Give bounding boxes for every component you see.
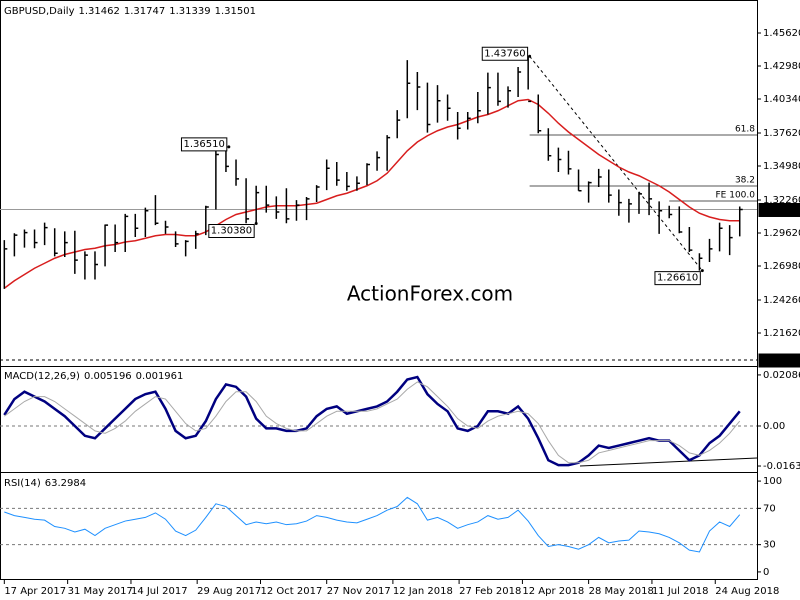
header-part: RSI(14) [4, 478, 41, 489]
y-tick-label: 1.32260 [763, 195, 800, 206]
x-tick-label: 28 May 2018 [589, 586, 654, 597]
y-tick-label: 0 [763, 567, 769, 578]
header-part: GBPUSD,Daily [4, 6, 75, 17]
plot-frame [0, 0, 758, 580]
annotation-label: 1.26610 [657, 273, 698, 284]
header-part: 0.001961 [136, 371, 184, 382]
annotation-label: 1.36510 [183, 139, 224, 150]
macd-trendline [579, 457, 758, 467]
panel-header: MACD(12,26,9) 0.005196 0.001961 [4, 371, 183, 382]
indicator-line [3, 375, 741, 467]
annotation-label-box [180, 137, 228, 152]
header-part: 63.2984 [45, 478, 86, 489]
header-part: 1.31501 [215, 6, 256, 17]
fib-label: 38.2 [735, 176, 755, 186]
current-price-label: 1.31501 [761, 204, 800, 215]
header-part: 1.31462 [79, 6, 120, 17]
level-label-box [758, 353, 800, 368]
panel-header: RSI(14) 63.2984 [4, 478, 86, 489]
panel-header: GBPUSD,Daily 1.31462 1.31747 1.31339 1.31501 [4, 6, 256, 17]
y-tick-label: 0.020861 [763, 370, 800, 381]
swing-trendline [529, 55, 703, 271]
y-tick-label: 1.42980 [763, 61, 800, 72]
fib-label: 61.8 [735, 125, 755, 135]
x-tick-label: 29 Aug 2017 [197, 586, 261, 597]
annotation-point [254, 222, 258, 225]
moving-average [3, 98, 740, 289]
y-tick-label: 1.26980 [763, 261, 800, 272]
current-price-label-box [758, 202, 800, 217]
x-tick-label: 31 May 2017 [68, 586, 133, 597]
x-tick-label: 24 Aug 2018 [715, 586, 779, 597]
indicator-line [4, 381, 741, 464]
y-tick-label: 1.21620 [763, 328, 800, 339]
annotation-label-box [208, 224, 255, 238]
y-tick-label: 1.34980 [763, 161, 800, 172]
y-tick-label: 100 [763, 476, 782, 487]
x-tick-label: 27 Feb 2018 [459, 586, 521, 597]
x-tick-label: 12 Jan 2018 [393, 586, 453, 597]
x-tick-label: 12 Apr 2018 [522, 586, 584, 597]
header-part: 0.005196 [84, 371, 132, 382]
fib-label: FE 100.0 [716, 191, 756, 201]
level-label: 1.19460 [761, 355, 800, 366]
y-tick-label: 30 [763, 540, 776, 551]
annotation-point [528, 54, 532, 58]
annotation-point [227, 145, 231, 149]
y-tick-label: 1.37620 [763, 128, 800, 139]
y-tick-label: 1.29620 [763, 228, 800, 239]
annotation-label: 1.30380 [211, 226, 252, 237]
y-tick-label: -0.016357 [763, 461, 800, 472]
watermark: ActionForex.com [347, 282, 513, 306]
x-tick-label: 11 Jul 2018 [652, 586, 709, 597]
y-tick-label: 1.45620 [763, 28, 800, 39]
x-tick-label: 12 Oct 2017 [260, 586, 322, 597]
x-tick-label: 27 Nov 2017 [327, 586, 391, 597]
annotation-label-box [481, 46, 529, 61]
header-part: 1.31339 [169, 6, 210, 17]
annotation-label-box [654, 271, 701, 286]
y-tick-label: 1.40340 [763, 94, 800, 105]
header-part: 1.31747 [124, 6, 165, 17]
x-tick-label: 14 Jul 2017 [131, 586, 188, 597]
x-tick-label: 17 Apr 2017 [4, 586, 66, 597]
annotation-label: 1.43760 [484, 48, 525, 59]
y-tick-label: 1.24260 [763, 295, 800, 306]
indicator-line [4, 496, 741, 553]
y-tick-label: 70 [763, 503, 776, 514]
y-tick-label: 0.00 [763, 421, 785, 432]
annotation-point [700, 269, 704, 273]
header-part: MACD(12,26,9) [4, 371, 80, 382]
